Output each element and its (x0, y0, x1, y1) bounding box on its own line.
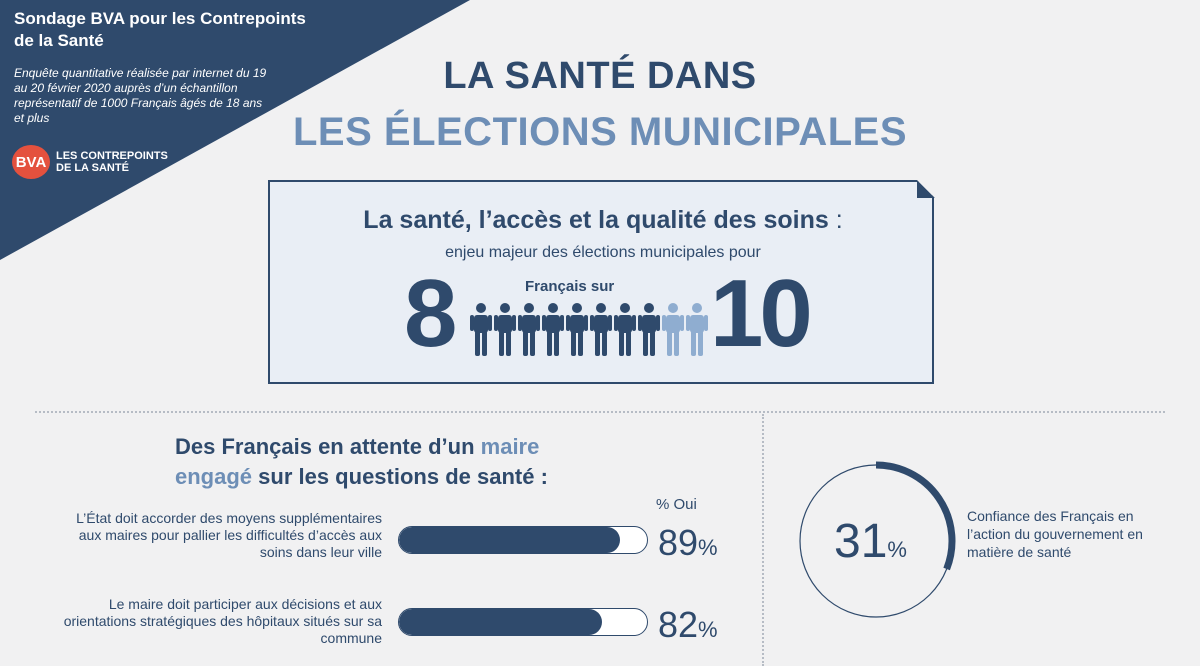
main-title-line1: LA SANTÉ DANS (443, 55, 757, 97)
bva-logo-badge: BVA (12, 145, 50, 179)
statement-1-bar-fill (399, 527, 620, 553)
person-icon (686, 303, 708, 356)
confidence-value: 31% (834, 515, 907, 568)
person-icon (494, 303, 516, 356)
vertical-divider (762, 414, 764, 666)
person-icon (470, 303, 492, 356)
key-figure-denominator: 10 (710, 260, 813, 367)
box-corner-fold (917, 180, 935, 198)
person-icon (614, 303, 636, 356)
key-figure-box: La santé, l’accès et la qualité des soin… (268, 180, 934, 384)
survey-description: Enquête quantitative réalisée par intern… (14, 66, 267, 125)
horizontal-divider (35, 411, 1165, 413)
statement-1-bar (398, 526, 648, 554)
key-figure-numerator: 8 (404, 260, 458, 367)
statement-2: Le maire doit participer aux décisions e… (63, 596, 382, 646)
person-icon (662, 303, 684, 356)
confidence-label: Confiance des Français en l’action du go… (967, 508, 1143, 560)
survey-info-banner: Sondage BVA pour les Contrepoints de la … (0, 0, 470, 260)
person-icon (590, 303, 612, 356)
main-title-line2: LES ÉLECTIONS MUNICIPALES (292, 110, 908, 154)
key-figure-headline: La santé, l’accès et la qualité des soin… (363, 206, 843, 234)
pct-oui-header: % Oui (656, 496, 697, 513)
contrepoints-logo-text: LES CONTREPOINTS DE LA SANTÉ (56, 150, 168, 174)
gauge-arc (875, 461, 956, 571)
key-figure-francais-sur: Français sur (525, 278, 615, 295)
bva-logo: BVA LES CONTREPOINTS DE LA SANTÉ (12, 145, 176, 179)
statement-2-bar-fill (399, 609, 603, 635)
person-icon (518, 303, 540, 356)
person-icon (542, 303, 564, 356)
statement-2-bar (398, 608, 648, 636)
statement-1-value: 89% (658, 522, 718, 563)
survey-title: Sondage BVA pour les Contrepoints de la … (14, 9, 306, 50)
confidence-gauge (799, 461, 956, 618)
key-figure-subline: enjeu majeur des élections municipales p… (445, 244, 761, 261)
people-pictogram (470, 302, 708, 356)
statement-1: L’État doit accorder des moyens suppléme… (76, 510, 382, 560)
engaged-mayor-title: Des Français en attente d’un maire engagé… (175, 434, 548, 489)
person-icon (638, 303, 660, 356)
statement-2-value: 82% (658, 604, 718, 645)
banner-background (0, 0, 470, 260)
person-icon (566, 303, 588, 356)
